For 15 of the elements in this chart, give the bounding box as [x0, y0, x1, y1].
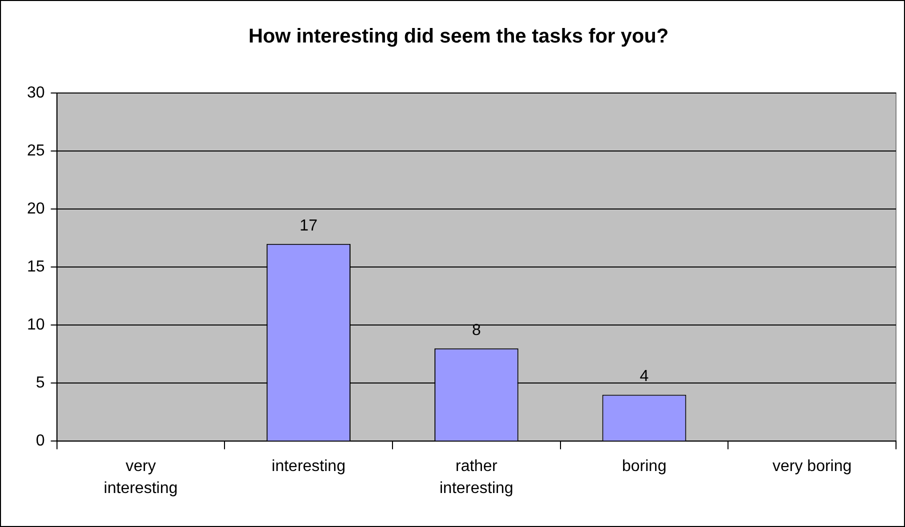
x-tick-label: interesting	[272, 458, 346, 475]
data-label: 4	[640, 368, 649, 386]
x-tick-label: boring	[622, 458, 666, 475]
chart-title: How interesting did seem the tasks for you?	[248, 26, 669, 48]
x-tick-label: very boring	[772, 458, 852, 475]
data-label: 17	[300, 217, 318, 234]
y-tick-label: 25	[27, 142, 45, 160]
x-tick-label: very interesting	[104, 458, 178, 498]
y-tick-label: 0	[36, 432, 45, 450]
y-tick-label: 10	[27, 316, 45, 334]
y-tick-label: 30	[27, 84, 45, 102]
y-tick-label: 5	[36, 374, 45, 392]
y-tick-label: 20	[27, 200, 45, 218]
y-tick-label: 15	[27, 258, 45, 276]
x-tick-label: rather interesting	[439, 458, 514, 498]
